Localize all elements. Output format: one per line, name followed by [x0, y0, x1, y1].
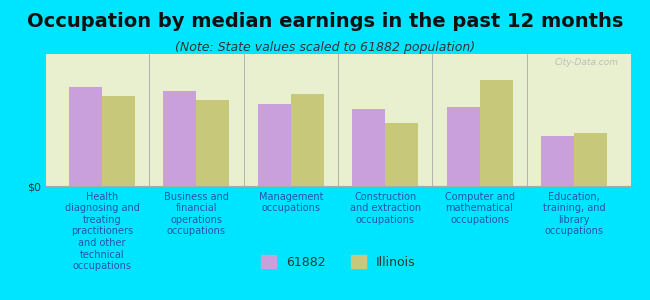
Bar [447, 107, 480, 186]
Text: (Note: State values scaled to 61882 population): (Note: State values scaled to 61882 popu… [175, 40, 475, 53]
Legend: 61882, Illinois: 61882, Illinois [255, 249, 421, 275]
Bar [69, 87, 102, 186]
Bar [102, 96, 135, 186]
Bar [258, 104, 291, 186]
Bar [196, 100, 229, 186]
Bar [385, 123, 418, 186]
Bar [163, 91, 196, 186]
Text: City-Data.com: City-Data.com [555, 58, 619, 67]
Bar [352, 110, 385, 186]
Text: Occupation by median earnings in the past 12 months: Occupation by median earnings in the pas… [27, 12, 623, 31]
Bar [541, 136, 574, 186]
Bar [480, 80, 513, 186]
Bar [291, 94, 324, 186]
Bar [574, 133, 607, 186]
